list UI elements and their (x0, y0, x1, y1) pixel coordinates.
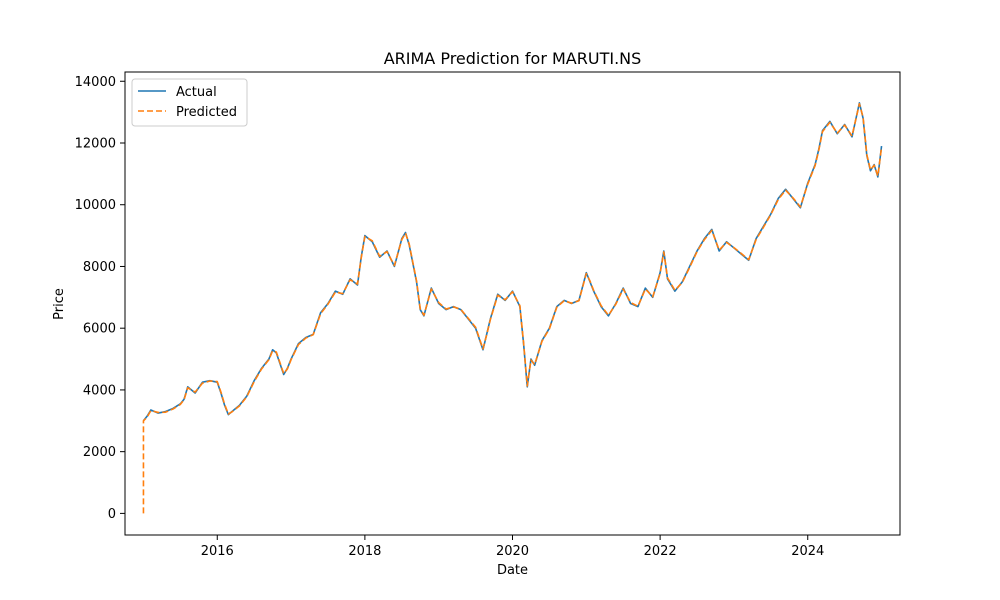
x-axis-label: Date (497, 563, 528, 578)
x-tick-label: 2024 (791, 544, 824, 559)
x-tick-label: 2022 (644, 544, 677, 559)
y-tick-label: 8000 (83, 260, 116, 275)
y-tick-label: 4000 (83, 383, 116, 398)
plot-area (125, 72, 900, 535)
y-tick-label: 0 (108, 507, 116, 522)
series-layer (142, 102, 883, 514)
y-tick-label: 6000 (83, 322, 116, 337)
y-axis-label: Price (52, 288, 67, 320)
y-tick-label: 2000 (83, 445, 116, 460)
x-tick-label: 2018 (348, 544, 381, 559)
x-tick-label: 2020 (496, 544, 529, 559)
x-axis-ticks: 2016 2018 2020 2022 2024 (201, 535, 824, 559)
legend-label-actual: Actual (176, 85, 217, 100)
legend-label-predicted: Predicted (176, 105, 237, 120)
legend: Actual Predicted (131, 78, 248, 127)
y-axis-ticks: 0 2000 4000 6000 8000 10000 12000 14000 (75, 75, 125, 522)
x-tick-label: 2016 (201, 544, 234, 559)
y-tick-label: 12000 (75, 136, 116, 151)
y-tick-label: 10000 (75, 198, 116, 213)
y-tick-label: 14000 (75, 75, 116, 90)
series-line-predicted (142, 102, 883, 514)
chart-title: ARIMA Prediction for MARUTI.NS (384, 49, 642, 68)
